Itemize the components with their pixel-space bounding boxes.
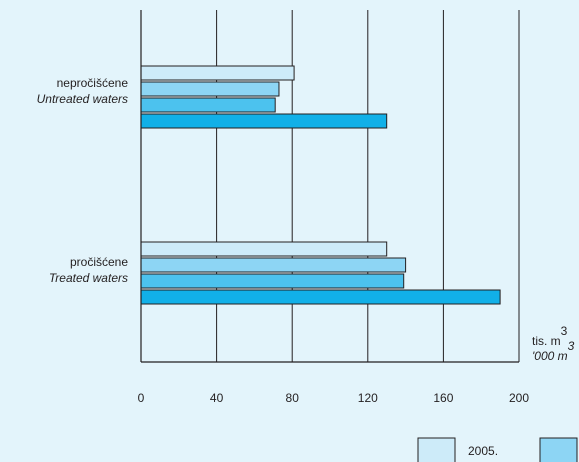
gridlines [216, 10, 520, 362]
x-tick-label: 80 [286, 391, 300, 405]
unit-label-line1: tis. m3 [532, 324, 568, 348]
bar [140, 289, 501, 305]
bar [140, 65, 295, 81]
bar [140, 273, 405, 289]
x-tick-labels: 0 40 80 120 160 200 [138, 391, 530, 405]
legend-swatch [417, 437, 456, 462]
unit-label-line2: '000 m3 [532, 339, 575, 363]
bar [140, 113, 388, 129]
legend-label: 2005. [468, 444, 498, 458]
legend: 2005. [417, 437, 578, 462]
category-label-en: Untreated waters [37, 92, 128, 106]
category-labels: nepročišćene Untreated waters pročišćene Tr… [37, 76, 129, 285]
bar [140, 241, 388, 257]
x-tick-label: 40 [210, 391, 224, 405]
x-tick-label: 120 [358, 391, 378, 405]
x-tick-label: 200 [509, 391, 529, 405]
legend-swatch [539, 437, 578, 462]
bar [140, 257, 407, 273]
category-label-en: Treated waters [49, 271, 128, 285]
category-label: pročišćene [70, 255, 128, 269]
bar [140, 97, 276, 113]
bars [140, 65, 501, 305]
x-tick-label: 160 [433, 391, 453, 405]
x-tick-label: 0 [138, 391, 145, 405]
category-label: nepročišćene [57, 76, 129, 90]
bar [140, 81, 280, 97]
